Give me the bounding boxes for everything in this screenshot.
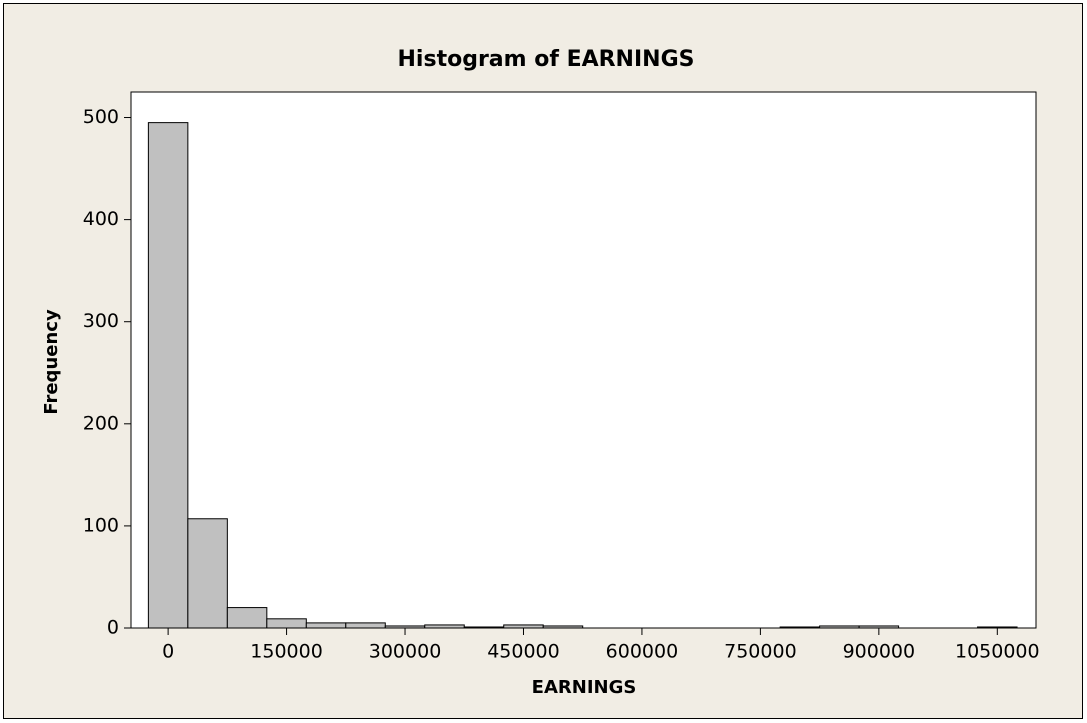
x-tick-label: 1050000: [955, 641, 1040, 663]
y-tick-label: 400: [83, 208, 119, 230]
y-tick-label: 300: [83, 310, 119, 332]
bar: [858, 625, 900, 629]
bar: [226, 607, 268, 629]
bar: [266, 618, 307, 629]
bar: [779, 626, 821, 629]
x-tick-label: 150000: [250, 641, 323, 663]
x-tick-label: 450000: [487, 641, 560, 663]
bar: [542, 625, 584, 629]
x-tick-label: 750000: [724, 641, 797, 663]
y-axis-label: Frequency: [41, 309, 62, 415]
bar: [384, 625, 426, 629]
x-tick-label: 900000: [843, 641, 916, 663]
y-tick-label: 0: [107, 617, 119, 639]
bar: [463, 626, 505, 629]
chart-title: Histogram of EARNINGS: [398, 47, 695, 72]
y-tick-label: 100: [83, 514, 119, 536]
bar: [819, 625, 860, 629]
bar: [305, 622, 347, 629]
bar: [345, 622, 386, 629]
bar: [187, 518, 228, 629]
bar: [977, 626, 1018, 629]
x-tick-label: 300000: [369, 641, 442, 663]
bar: [503, 624, 544, 629]
x-tick-label: 600000: [606, 641, 679, 663]
y-tick-label: 200: [83, 412, 119, 434]
plot-area: [130, 91, 1037, 629]
y-tick-label: 500: [83, 106, 119, 128]
bar: [147, 122, 189, 629]
bar: [424, 624, 465, 629]
x-tick-label: 0: [162, 641, 174, 663]
x-axis-label: EARNINGS: [532, 677, 637, 698]
